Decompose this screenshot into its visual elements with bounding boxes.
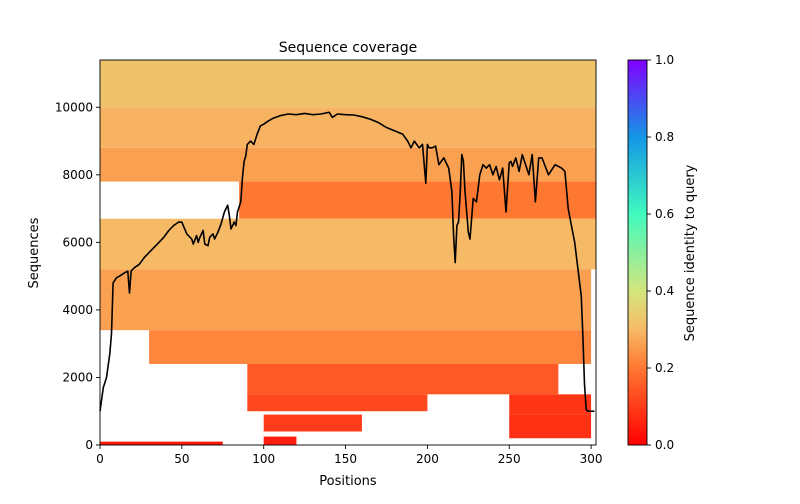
identity-band: [149, 330, 592, 364]
identity-band: [247, 363, 559, 395]
colorbar: 0.0 0.2 0.4 0.6 0.8 1.0: [627, 53, 674, 452]
identity-band: [263, 436, 297, 445]
x-tick-label: 0: [96, 452, 104, 466]
x-axis-label: Positions: [319, 474, 377, 489]
identity-band: [100, 269, 592, 331]
identity-band: [247, 394, 428, 412]
identity-band: [263, 414, 362, 432]
y-tick-label: 8000: [62, 168, 93, 182]
y-tick-label: 4000: [62, 303, 93, 317]
colorbar-tick-label: 1.0: [655, 53, 674, 67]
y-tick-label: 10000: [55, 100, 93, 114]
colorbar-tick-label: 0.8: [655, 130, 674, 144]
colorbar-tick-label: 0.4: [655, 284, 674, 298]
colorbar-gradient: [627, 59, 648, 446]
colorbar-tick-label: 0.2: [655, 361, 674, 375]
y-tick-label: 2000: [62, 370, 93, 384]
colorbar-label: Sequence identity to query: [683, 164, 698, 341]
x-tick-label: 100: [252, 452, 275, 466]
plot-axes: 0 50 100 150 200 250 300 0 2000 4000 6000 8000 10000: [55, 59, 603, 466]
coverage-line-layer: [99, 111, 595, 413]
colorbar-tick-label: 0.0: [655, 438, 674, 452]
identity-band: [509, 394, 592, 415]
x-tick-label: 200: [416, 452, 439, 466]
identity-band: [100, 218, 596, 270]
x-tick-label: 150: [334, 452, 357, 466]
identity-band: [100, 60, 596, 108]
identity-band: [239, 181, 596, 219]
coverage-line: [99, 111, 595, 413]
y-axis-label: Sequences: [27, 217, 42, 288]
y-tick-label: 0: [85, 438, 93, 452]
x-tick-label: 250: [498, 452, 521, 466]
plot-frame: [99, 59, 597, 446]
identity-band: [509, 414, 592, 439]
identity-band: [100, 441, 223, 445]
chart-title: Sequence coverage: [279, 40, 418, 56]
x-tick-label: 300: [580, 452, 603, 466]
coverage-heatmap: [100, 60, 596, 445]
x-tick-label: 50: [174, 452, 189, 466]
y-tick-label: 6000: [62, 235, 93, 249]
identity-band: [100, 107, 596, 148]
colorbar-tick-label: 0.6: [655, 207, 674, 221]
identity-band: [100, 147, 596, 182]
